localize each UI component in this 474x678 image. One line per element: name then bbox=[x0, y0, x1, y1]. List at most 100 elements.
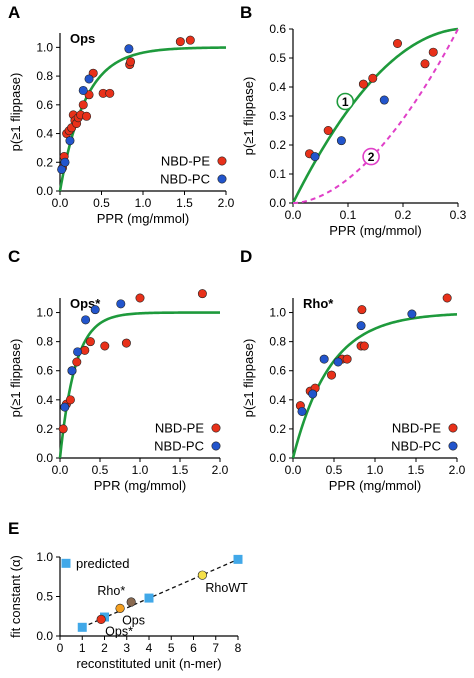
x-tick-label: 1.0 bbox=[367, 463, 384, 477]
y-tick-label: 0.2 bbox=[269, 138, 286, 152]
x-tick-label: 0.5 bbox=[92, 463, 109, 477]
y-tick-label: 0.8 bbox=[36, 69, 53, 83]
y-tick-label: 0.6 bbox=[269, 22, 286, 36]
x-tick-label: 0.2 bbox=[395, 208, 412, 222]
measured-point bbox=[126, 597, 136, 607]
nbd-pc-point bbox=[333, 357, 343, 367]
measured-point-label: Ops bbox=[122, 613, 145, 627]
nbd-pe-point bbox=[121, 338, 131, 348]
nbd-pc-point bbox=[116, 299, 126, 309]
panel-letter: B bbox=[240, 3, 252, 22]
nbd-pc-point bbox=[124, 44, 134, 54]
panel-letter: A bbox=[8, 3, 20, 22]
predicted-point bbox=[144, 593, 154, 603]
y-axis-label: p(≥1 flippase) bbox=[241, 77, 256, 156]
y-tick-label: 0.3 bbox=[269, 109, 286, 123]
fit-curve bbox=[292, 28, 459, 204]
nbd-pc-point bbox=[84, 74, 94, 84]
legend-label: NBD-PE bbox=[392, 421, 441, 436]
x-tick-label: 2.0 bbox=[212, 463, 229, 477]
nbd-pe-point bbox=[126, 57, 136, 67]
nbd-pe-point bbox=[357, 305, 367, 315]
y-tick-label: 0.0 bbox=[36, 629, 53, 643]
inset-label: Ops bbox=[70, 31, 95, 46]
predicted-point bbox=[77, 622, 87, 632]
nbd-pe-point bbox=[428, 47, 438, 57]
y-tick-label: 1.0 bbox=[36, 550, 53, 564]
nbd-pe-point bbox=[80, 345, 90, 355]
y-tick-label: 0.2 bbox=[36, 422, 53, 436]
nbd-pe-point bbox=[85, 337, 95, 347]
x-tick-label: 7 bbox=[212, 641, 219, 655]
nbd-pe-point bbox=[58, 424, 68, 434]
panel-letter: D bbox=[240, 247, 252, 266]
panel-letter: C bbox=[8, 247, 20, 266]
nbd-pe-point bbox=[197, 289, 207, 299]
y-tick-label: 0.6 bbox=[269, 364, 286, 378]
nbd-pc-point bbox=[90, 305, 100, 315]
y-tick-label: 0.4 bbox=[36, 127, 53, 141]
nbd-pe-point bbox=[359, 341, 369, 351]
x-tick-label: 0 bbox=[57, 641, 64, 655]
legend-marker bbox=[211, 423, 221, 433]
measured-point-label: RhoWT bbox=[205, 581, 248, 595]
x-tick-label: 0.0 bbox=[52, 463, 69, 477]
nbd-pe-point bbox=[78, 100, 88, 110]
x-tick-label: 1.0 bbox=[135, 196, 152, 210]
x-tick-label: 0.0 bbox=[52, 196, 69, 210]
y-tick-label: 0.0 bbox=[36, 184, 53, 198]
x-tick-label: 5 bbox=[168, 641, 175, 655]
x-tick-label: 1.5 bbox=[176, 196, 193, 210]
x-tick-label: 3 bbox=[123, 641, 130, 655]
inset-label: Rho* bbox=[303, 296, 334, 311]
y-tick-label: 1.0 bbox=[269, 306, 286, 320]
x-tick-label: 1.5 bbox=[172, 463, 189, 477]
x-axis-label: PPR (mg/mmol) bbox=[329, 223, 421, 238]
fit-curve bbox=[291, 313, 458, 459]
nbd-pe-point bbox=[175, 37, 185, 47]
legend-label: NBD-PC bbox=[160, 172, 210, 187]
nbd-pe-point bbox=[65, 395, 75, 405]
nbd-pe-point bbox=[327, 370, 337, 380]
nbd-pe-point bbox=[358, 79, 368, 89]
nbd-pc-point bbox=[81, 315, 91, 325]
measured-point-label: Ops* bbox=[105, 624, 133, 638]
x-tick-label: 0.5 bbox=[326, 463, 343, 477]
measured-point-label: Rho* bbox=[97, 584, 125, 598]
panel-e: E 0 1 2 3 4 5 6 7 8 0.0 0.5 1.0 reconstituted unit (n… bbox=[8, 519, 248, 671]
curve-number-label: 1 bbox=[342, 95, 349, 109]
legend-label: NBD-PC bbox=[391, 439, 441, 454]
y-axis-label: fit constant (α) bbox=[8, 555, 23, 638]
nbd-pe-point bbox=[442, 293, 452, 303]
nbd-pc-point bbox=[67, 366, 77, 376]
measured-point bbox=[96, 614, 106, 625]
legend-marker bbox=[61, 558, 71, 568]
nbd-pe-point bbox=[342, 354, 352, 364]
panel-letter: E bbox=[8, 519, 19, 538]
x-tick-label: 2.0 bbox=[449, 463, 466, 477]
nbd-pc-point bbox=[356, 321, 366, 331]
legend-marker bbox=[217, 156, 227, 166]
x-axis-label: PPR (mg/mmol) bbox=[329, 478, 421, 493]
x-tick-label: 2.0 bbox=[218, 196, 235, 210]
y-tick-label: 0.4 bbox=[269, 393, 286, 407]
nbd-pc-point bbox=[310, 152, 320, 162]
nbd-pc-point bbox=[60, 402, 70, 412]
nbd-pe-point bbox=[392, 38, 402, 48]
x-axis-label: PPR (mg/mmol) bbox=[97, 211, 189, 226]
legend-marker bbox=[217, 174, 227, 184]
nbd-pc-point bbox=[297, 406, 307, 416]
nbd-pc-point bbox=[407, 309, 417, 319]
curve-number-badge bbox=[336, 92, 355, 111]
x-tick-label: 0.3 bbox=[450, 208, 467, 222]
x-tick-label: 1.5 bbox=[408, 463, 425, 477]
nbd-pe-point bbox=[100, 341, 110, 351]
measured-point bbox=[197, 570, 207, 580]
y-tick-label: 0.5 bbox=[36, 590, 53, 604]
y-tick-label: 0.2 bbox=[36, 155, 53, 169]
nbd-pc-point bbox=[73, 347, 83, 357]
y-tick-label: 0.5 bbox=[269, 51, 286, 65]
y-tick-label: 0.6 bbox=[36, 364, 53, 378]
